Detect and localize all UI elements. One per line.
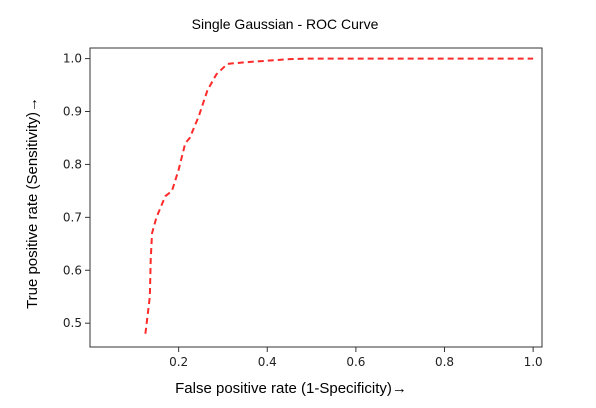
y-tick-label: 0.7	[63, 210, 82, 224]
y-tick-label: 0.6	[63, 263, 82, 277]
y-tick-label: 0.9	[63, 105, 82, 119]
x-tick-label: 0.4	[258, 355, 277, 369]
x-tick-label: 0.6	[346, 355, 365, 369]
tick-layer: 0.2 0.4 0.6 0.8 1.0 0.5 0.6 0.7 0.8 0.9 1.0	[63, 52, 543, 369]
y-axis-label: True positive rate (Sensitivity)→	[24, 97, 41, 309]
x-tick-label: 0.2	[169, 355, 188, 369]
line-layer	[144, 57, 534, 334]
plot-frame	[89, 47, 543, 348]
y-tick-label: 1.0	[63, 52, 82, 66]
chart-title: Single Gaussian - ROC Curve	[192, 16, 379, 32]
x-axis-label: False positive rate (1-Specificity)→	[175, 380, 407, 397]
roc-curve-line	[144, 57, 534, 334]
x-tick-label: 1.0	[524, 355, 543, 369]
y-tick-label: 0.5	[63, 316, 82, 330]
x-tick-label: 0.8	[435, 355, 454, 369]
y-tick-label: 0.8	[63, 157, 82, 171]
